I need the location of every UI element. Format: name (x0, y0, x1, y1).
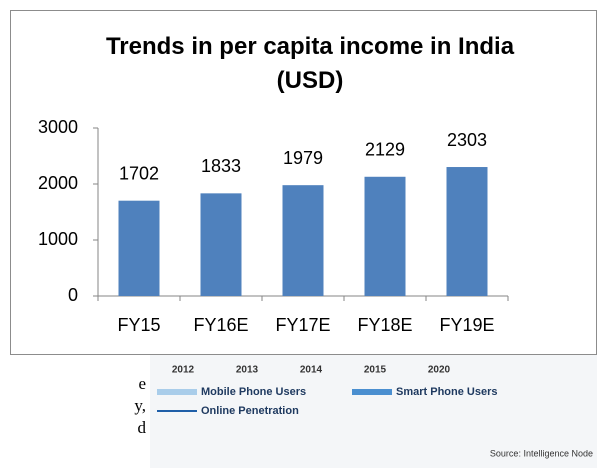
bg-legend-label: Mobile Phone Users (201, 386, 306, 398)
y-tick-label: 0 (68, 285, 78, 305)
x-tick-label: FY18E (357, 315, 412, 335)
y-tick-label: 1000 (38, 229, 78, 249)
value-label: 2129 (365, 140, 405, 160)
bg-year: 2020 (428, 365, 451, 376)
bar (364, 176, 406, 296)
y-tick-label: 2000 (38, 173, 78, 193)
bar (118, 200, 160, 296)
bg-legend-swatch (157, 389, 197, 395)
bg-year: 2012 (172, 365, 195, 376)
x-tick-label: FY17E (275, 315, 330, 335)
chart-frame (10, 10, 597, 355)
value-label: 1979 (283, 148, 323, 168)
bar (200, 193, 242, 296)
margin-text: e (138, 374, 146, 393)
chart-title: Trends in per capita income in India (US… (105, 33, 515, 94)
bg-year: 2015 (364, 365, 387, 376)
bg-year: 2013 (236, 365, 259, 376)
x-tick-label: FY19E (439, 315, 494, 335)
margin-text: d (138, 418, 147, 437)
x-tick-label: FY15 (117, 315, 160, 335)
margin-text: y, (134, 396, 146, 415)
bg-year: 2014 (300, 365, 323, 376)
value-label: 1833 (201, 156, 241, 176)
bg-source: Source: Intelligence Node (490, 448, 593, 458)
bg-legend-label: Online Penetration (201, 405, 299, 417)
y-tick-label: 3000 (38, 117, 78, 137)
bg-legend-label: Smart Phone Users (396, 386, 497, 398)
x-tick-label: FY16E (193, 315, 248, 335)
bar (282, 185, 324, 296)
value-label: 2303 (447, 130, 487, 150)
value-label: 1702 (119, 163, 159, 183)
bg-legend-swatch (352, 389, 392, 395)
background-figure (150, 352, 597, 468)
bar (446, 167, 488, 296)
